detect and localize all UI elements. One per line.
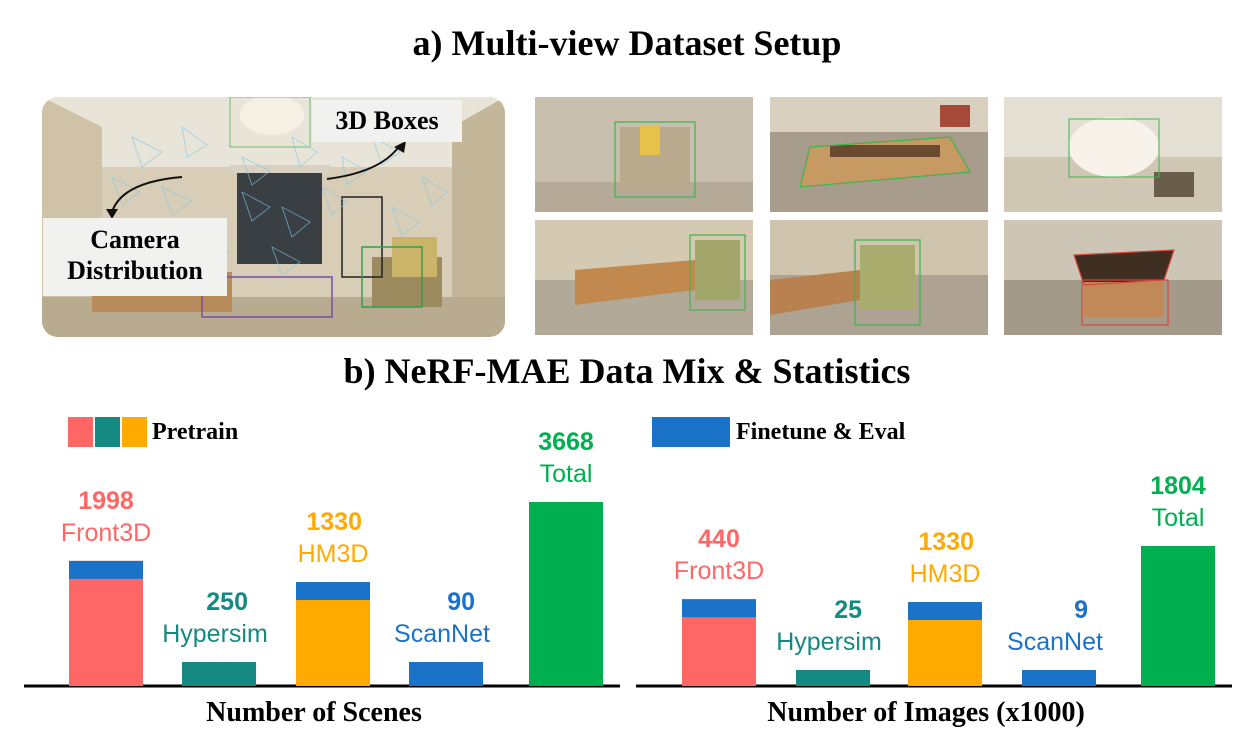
bar-front3d (682, 599, 756, 686)
bar-total-category-label: Total (1152, 504, 1205, 532)
bar-total-fill (1141, 546, 1215, 686)
bar-front3d-fill (69, 560, 143, 686)
bar-hm3d-finetune-segment (296, 582, 370, 601)
bar-hypersim-fill (796, 670, 870, 686)
bar-hypersim-value-label: 25 (834, 596, 862, 624)
bar-hm3d-value-label: 1330 (306, 508, 362, 536)
bar-hypersim-fill (182, 662, 256, 686)
bar-total-value-label: 1804 (1150, 472, 1206, 500)
thumbnail-green-chair (770, 220, 988, 335)
bar-front3d-finetune-segment (682, 599, 756, 618)
legend-swatch-hm3d (122, 417, 147, 447)
callout-3d-boxes: 3D Boxes (312, 100, 462, 142)
bar-scannet-value-label: 9 (1074, 596, 1088, 624)
legend-swatch-finetune (652, 417, 730, 447)
bar-front3d-value-label: 440 (698, 525, 740, 553)
bar-hm3d-value-label: 1330 (918, 528, 974, 556)
callout-camera-distribution: Camera Distribution (43, 218, 227, 296)
bar-total-category-label: Total (540, 460, 593, 488)
bar-scannet (1022, 670, 1096, 686)
bar-hm3d-category-label: HM3D (298, 540, 369, 568)
bar-front3d-value-label: 1998 (78, 487, 134, 515)
thumbnail-tv-stand (535, 220, 753, 335)
thumbnail-side-table (1004, 220, 1222, 335)
bar-scannet-value-label: 90 (447, 588, 475, 616)
bar-scannet (409, 662, 483, 686)
bar-hm3d (908, 602, 982, 686)
bar-front3d-finetune-segment (69, 560, 143, 579)
legend-swatch-hypersim (95, 417, 120, 447)
bar-hm3d (296, 582, 370, 686)
bar-front3d-category-label: Front3D (61, 519, 151, 547)
bar-total (1141, 546, 1215, 686)
bar-scannet-category-label: ScanNet (394, 620, 490, 648)
legend-pretrain: Pretrain (152, 419, 239, 445)
bar-scannet-category-label: ScanNet (1007, 628, 1103, 656)
thumbnail-coffee-table (770, 97, 988, 212)
bar-total (529, 502, 603, 686)
bar-total-value-label: 3668 (538, 428, 594, 456)
bar-scannet-fill (1022, 670, 1096, 686)
callout-camera-line1: Camera (90, 225, 180, 254)
bar-hm3d-category-label: HM3D (910, 560, 981, 588)
bar-hypersim (182, 662, 256, 686)
chart-number-of-scenes: Front3D 1998 Hypersim 250 HM3D 1330 ScanNet 90 T… (24, 428, 620, 688)
bar-front3d-category-label: Front3D (674, 557, 764, 585)
bar-hm3d-finetune-segment (908, 602, 982, 620)
chart-xlabel-images: Number of Images (x1000) (767, 697, 1085, 728)
chart-number-of-images: Front3D 440 Hypersim 25 HM3D 1330 ScanNet 9 Tota… (636, 472, 1232, 688)
figure-title-a: a) Multi-view Dataset Setup (412, 23, 842, 63)
bar-total-fill (529, 502, 603, 686)
figure-title-b: b) NeRF-MAE Data Mix & Statistics (343, 351, 911, 391)
bar-hypersim-category-label: Hypersim (162, 620, 268, 648)
bar-hypersim-category-label: Hypersim (776, 628, 882, 656)
thumbnail-ceiling-lamp (1004, 97, 1222, 212)
bar-hypersim (796, 670, 870, 686)
bar-hypersim-value-label: 250 (206, 588, 248, 616)
callout-camera-line2: Distribution (67, 256, 203, 286)
chart-xlabel-scenes: Number of Scenes (206, 697, 422, 728)
bar-scannet-fill (409, 662, 483, 686)
bar-front3d (69, 560, 143, 686)
legend-finetune: Finetune & Eval (736, 419, 906, 445)
legend-swatch-front3d (68, 417, 93, 447)
thumbnail-armchair (535, 97, 753, 212)
